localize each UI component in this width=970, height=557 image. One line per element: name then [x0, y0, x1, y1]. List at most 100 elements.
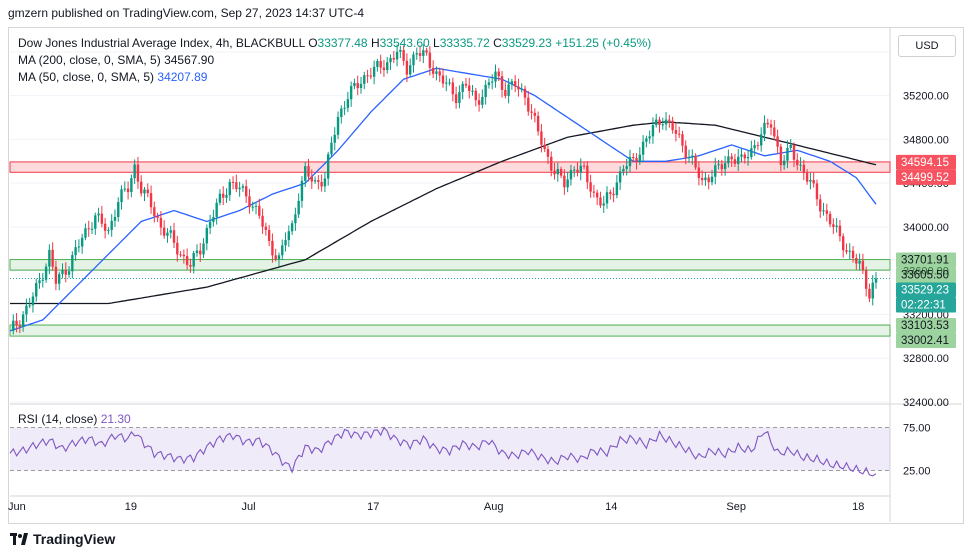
- candle: [756, 141, 760, 151]
- candle-body: [792, 145, 796, 160]
- candle-body: [592, 191, 596, 193]
- candle: [251, 201, 254, 212]
- candle-body: [520, 88, 523, 90]
- candle: [103, 217, 107, 239]
- candle-body: [435, 71, 438, 74]
- candle: [628, 149, 632, 173]
- candle: [435, 66, 438, 81]
- candle: [176, 235, 179, 262]
- candle: [248, 188, 251, 214]
- candle: [281, 239, 284, 261]
- candle: [41, 272, 45, 288]
- candle: [290, 220, 294, 235]
- candle: [520, 83, 523, 93]
- time-tick-label: 18: [852, 501, 864, 513]
- candle: [202, 238, 205, 259]
- ma50-value: 34207.89: [157, 70, 208, 84]
- candle-body: [149, 193, 153, 208]
- candle: [264, 222, 268, 236]
- candle-body: [822, 210, 825, 212]
- candle-body: [264, 226, 268, 230]
- candle: [635, 153, 638, 170]
- candle: [618, 166, 622, 191]
- candle: [133, 159, 136, 184]
- candle-body: [481, 96, 484, 105]
- candle-body: [261, 215, 264, 227]
- candle-body: [530, 111, 533, 113]
- candle-body: [861, 260, 865, 271]
- candle: [343, 101, 346, 116]
- candle: [858, 253, 861, 271]
- price-tag-label: 34594.15: [901, 157, 949, 169]
- candle: [326, 151, 330, 186]
- candle: [799, 157, 802, 171]
- ma200-value: 34567.90: [164, 53, 215, 67]
- candle-body: [851, 250, 855, 258]
- candle-body: [44, 266, 48, 280]
- price-tags: 34594.15 34499.52 33701.91 33605.50 33529.23…: [896, 154, 956, 349]
- change-value: +151.25 (+0.45%): [555, 36, 652, 50]
- candle: [510, 78, 514, 90]
- candle: [35, 278, 38, 302]
- candle-body: [737, 156, 740, 164]
- candle: [714, 157, 717, 185]
- candle-body: [418, 53, 422, 56]
- candle-body: [408, 65, 412, 75]
- low-value: 33335.72: [439, 36, 490, 50]
- candle: [323, 172, 327, 193]
- candle-body: [297, 200, 300, 215]
- candle-body: [609, 192, 612, 194]
- candle: [74, 240, 77, 261]
- rsi-tick-label: 25.00: [903, 466, 931, 478]
- candle-body: [185, 256, 189, 265]
- candle: [172, 222, 176, 249]
- candle-body: [143, 189, 146, 194]
- currency-button[interactable]: USD: [898, 35, 956, 57]
- candle: [569, 164, 573, 186]
- candle: [500, 71, 504, 98]
- candle: [445, 75, 448, 92]
- price-tag-support: 33605.50: [896, 267, 956, 283]
- candle-body: [208, 221, 212, 228]
- candle: [605, 186, 609, 209]
- candle: [753, 139, 756, 156]
- candle: [763, 115, 766, 142]
- candle-body: [448, 82, 451, 84]
- candle: [356, 75, 359, 96]
- candle-body: [61, 269, 64, 275]
- candle-body: [31, 296, 35, 306]
- candle: [602, 195, 605, 213]
- candle: [267, 225, 271, 247]
- candle-body: [123, 188, 127, 190]
- ma50-line: [9, 67, 877, 332]
- rsi-line: [9, 426, 877, 477]
- candle: [815, 179, 819, 206]
- candle: [871, 275, 874, 306]
- candle: [412, 51, 415, 73]
- candle-body: [18, 325, 22, 327]
- candle: [717, 159, 720, 170]
- candle-body: [156, 216, 159, 218]
- candle-body: [67, 271, 71, 275]
- candle-body: [841, 236, 845, 251]
- candle: [80, 233, 84, 254]
- candle: [431, 60, 435, 79]
- candle-body: [687, 157, 691, 159]
- candle: [117, 197, 120, 222]
- candle-body: [438, 71, 441, 76]
- candle: [474, 87, 478, 107]
- candle: [727, 149, 730, 168]
- price-tag-resistance: 34594.15: [896, 154, 956, 170]
- candle-body: [330, 142, 333, 155]
- candle-body: [195, 250, 199, 254]
- candle: [796, 153, 799, 171]
- candle-body: [356, 83, 359, 89]
- tradingview-brand[interactable]: TradingView: [10, 531, 115, 547]
- ma200-label: MA (200, close, 0, SMA, 5): [18, 53, 161, 67]
- symbol-name: Dow Jones Industrial Average Index, 4h, …: [18, 36, 305, 50]
- candle-body: [71, 255, 74, 272]
- candle: [333, 127, 336, 151]
- candle-body: [595, 192, 599, 198]
- candle-body: [628, 156, 632, 167]
